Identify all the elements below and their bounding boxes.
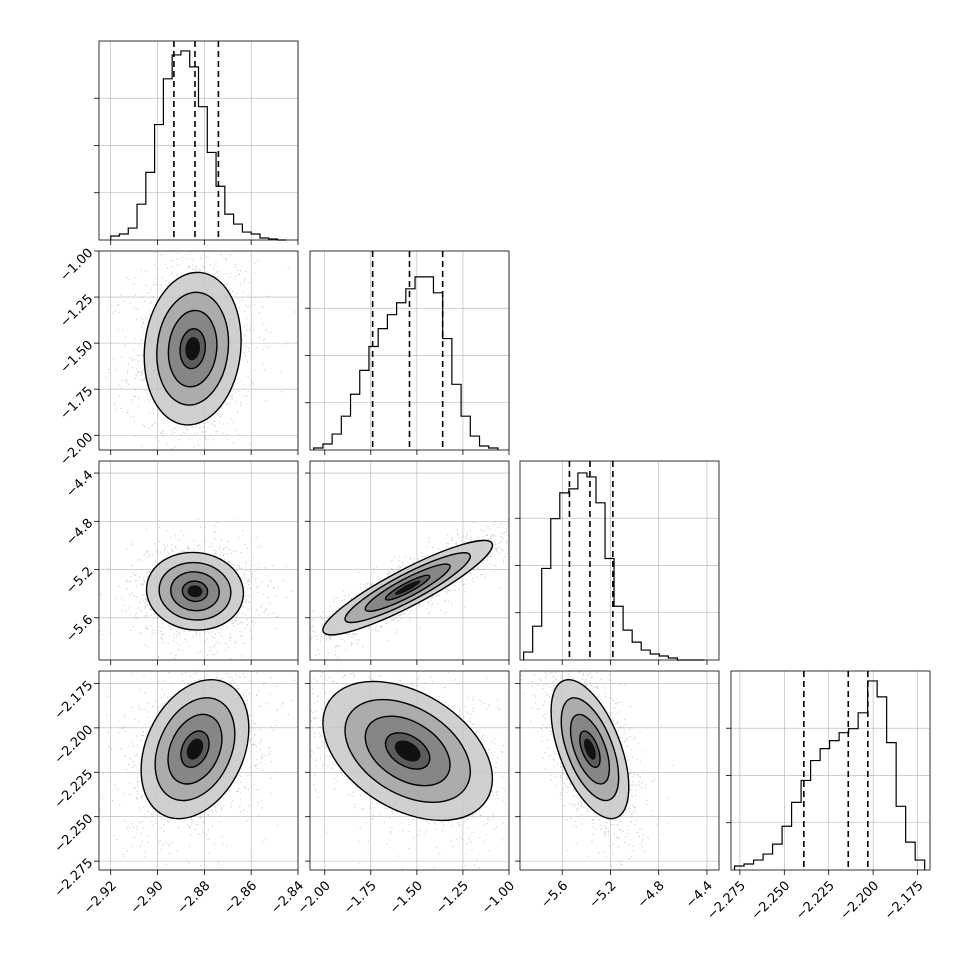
scatter-panel-2-3 — [515, 670, 720, 875]
x-tick-label: −5.6 — [538, 878, 571, 911]
contour-line-1 — [158, 561, 232, 621]
histogram-3 — [733, 680, 926, 870]
histogram-1 — [313, 276, 499, 450]
contour-line-2 — [167, 309, 218, 388]
contour-line-0 — [145, 551, 245, 631]
scatter-panel-0-3 — [94, 670, 299, 875]
x-tick-label: −1.00 — [479, 878, 518, 917]
y-tick-label: −5.6 — [63, 612, 96, 645]
x-tick-label: −2.225 — [793, 878, 838, 923]
axes-frame — [309, 250, 510, 451]
contour-line-1 — [154, 697, 236, 802]
scatter-panel-0-2 — [94, 460, 299, 665]
y-tick-label: −2.00 — [58, 430, 97, 469]
density-peak — [394, 740, 421, 762]
contour-line-1 — [344, 552, 472, 624]
contour-line-0 — [322, 680, 494, 822]
y-tick-label: −2.200 — [52, 723, 97, 768]
panel-content — [99, 461, 298, 660]
y-tick-label: −2.275 — [52, 856, 97, 901]
x-tick-label: −2.175 — [882, 878, 927, 923]
y-tick-label: −1.50 — [58, 338, 97, 377]
scatter-panel-1-2 — [305, 460, 510, 665]
y-tick-label: −2.250 — [52, 811, 97, 856]
x-tick-label: −2.92 — [81, 878, 120, 917]
axes-frame — [519, 460, 720, 661]
contour-line-0 — [143, 271, 242, 426]
contour-line-2 — [170, 571, 220, 612]
contour-line-2 — [167, 713, 223, 785]
y-tick-label: −2.225 — [52, 767, 97, 812]
panel-content — [310, 461, 509, 660]
scatter-panel-1-3 — [305, 670, 510, 875]
axes-frame — [98, 460, 299, 661]
x-tick-label: −2.200 — [838, 878, 883, 923]
y-tick-label: −2.175 — [52, 678, 97, 723]
density-peak — [186, 738, 204, 760]
density-peak — [394, 580, 421, 595]
axes-frame — [730, 670, 931, 871]
histogram-0 — [110, 50, 287, 241]
axes-frame — [519, 670, 720, 871]
axes-frame — [98, 250, 299, 451]
hist-panel-3 — [726, 670, 931, 875]
x-tick-label: −2.86 — [221, 878, 260, 917]
density-peak — [584, 738, 596, 760]
contour-line-2 — [364, 563, 451, 612]
x-tick-label: −1.25 — [433, 878, 472, 917]
x-tick-label: −2.250 — [749, 878, 794, 923]
hist-panel-0 — [94, 40, 299, 245]
y-tick-label: −1.00 — [58, 246, 97, 285]
contour-line-0 — [140, 679, 250, 820]
hist-panel-2 — [515, 460, 720, 665]
contour-line-3 — [181, 580, 209, 603]
axes-frame — [309, 670, 510, 871]
hist-panel-1 — [305, 250, 510, 455]
contour-line-3 — [180, 730, 210, 769]
axes-frame — [98, 670, 299, 871]
axes-frame — [98, 40, 299, 241]
panel-content — [520, 671, 719, 870]
axes-frame — [309, 460, 510, 661]
contour-line-0 — [550, 679, 630, 820]
density-peak — [185, 337, 201, 361]
contour-line-2 — [569, 713, 611, 785]
contour-line-0 — [322, 539, 494, 636]
x-tick-label: −2.88 — [175, 878, 214, 917]
y-tick-label: −5.2 — [63, 564, 96, 597]
contour-line-3 — [579, 730, 601, 769]
panel-content — [310, 671, 509, 870]
x-tick-label: −4.8 — [635, 878, 668, 911]
y-tick-label: −1.75 — [58, 384, 97, 423]
x-tick-label: −1.75 — [341, 878, 380, 917]
panel-content — [99, 671, 298, 870]
density-peak — [187, 585, 203, 598]
x-tick-label: −5.2 — [587, 878, 620, 911]
y-tick-label: −1.25 — [58, 292, 97, 331]
contour-line-1 — [156, 291, 230, 406]
contour-line-3 — [384, 574, 431, 601]
contour-line-1 — [344, 698, 472, 804]
contour-line-1 — [560, 697, 620, 802]
x-tick-label: −1.50 — [387, 878, 426, 917]
panel-content — [99, 251, 298, 450]
contour-line-3 — [179, 328, 206, 370]
x-tick-label: −2.90 — [128, 878, 167, 917]
y-tick-label: −4.8 — [63, 516, 96, 549]
histogram-2 — [523, 472, 705, 661]
contour-line-2 — [364, 715, 451, 787]
scatter-panel-0-1 — [94, 250, 299, 455]
contour-line-3 — [384, 732, 431, 770]
y-tick-label: −4.4 — [63, 468, 96, 501]
